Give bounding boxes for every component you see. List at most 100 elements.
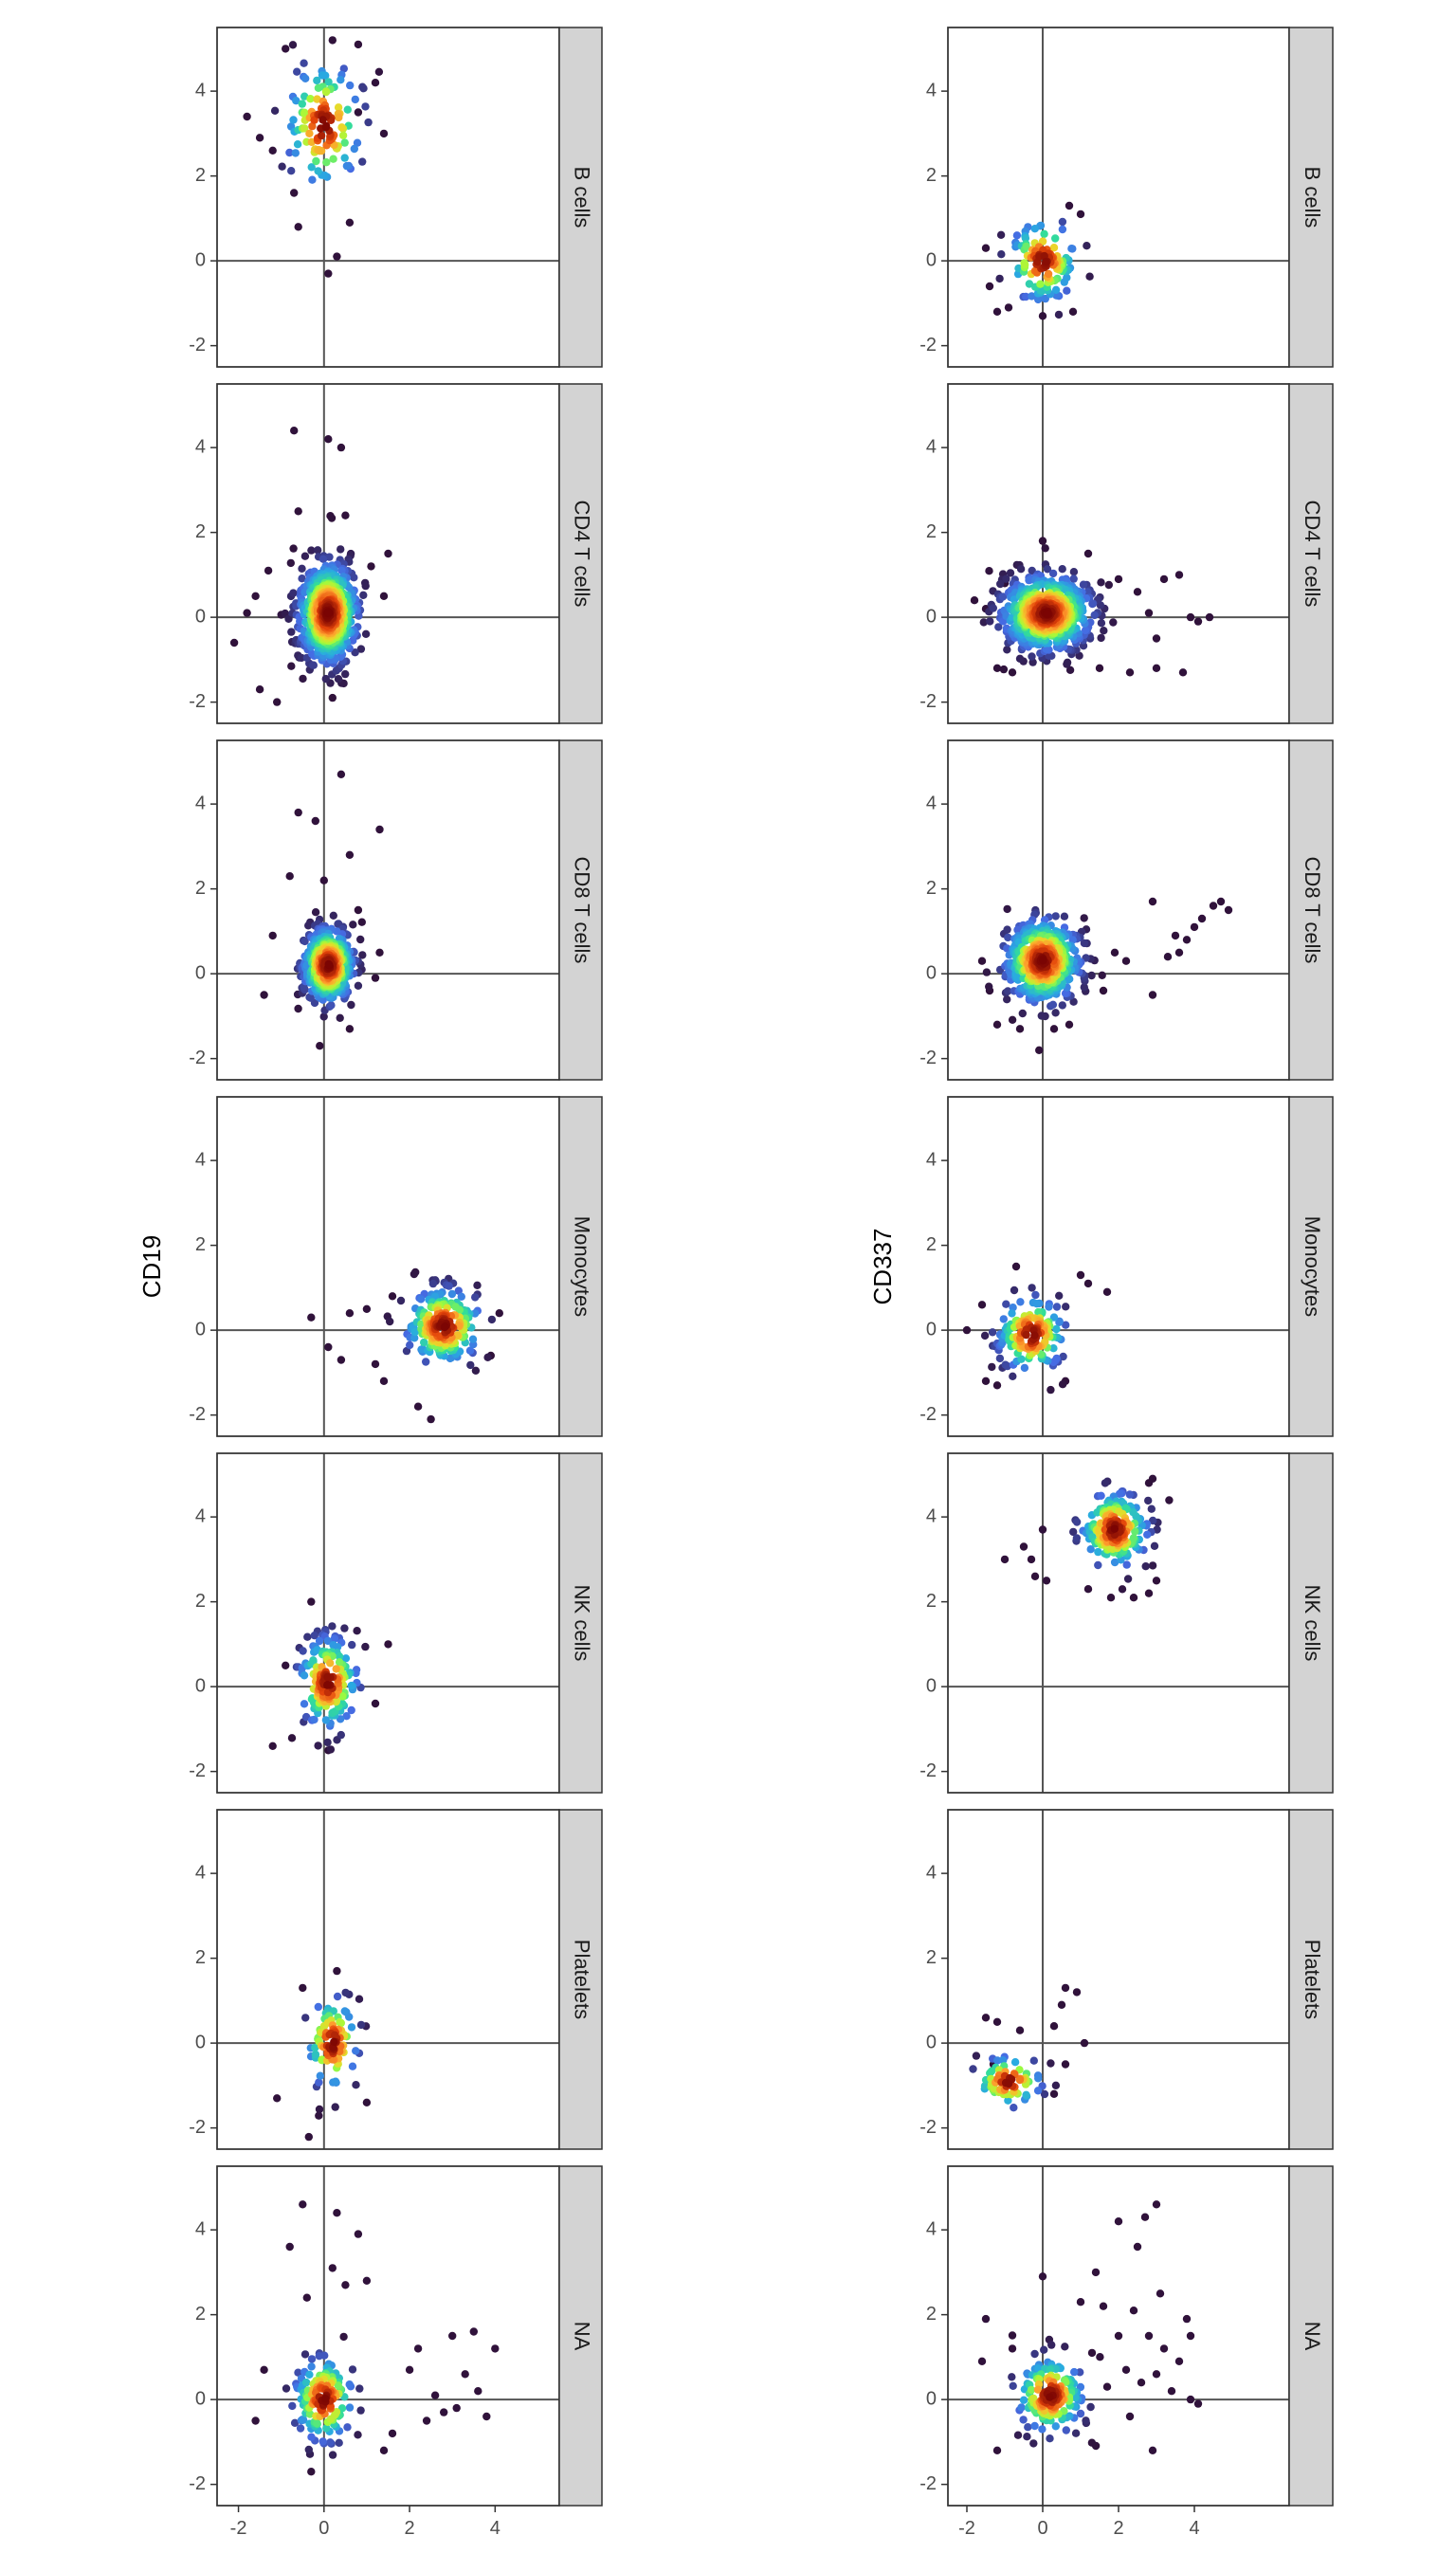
data-point: [1118, 1585, 1127, 1594]
data-point: [284, 614, 293, 623]
data-point: [300, 124, 309, 133]
data-point: [1101, 1479, 1110, 1487]
data-point: [301, 2014, 310, 2022]
y-tick-label: -2: [919, 1404, 937, 1425]
y-tick-label: 0: [195, 2032, 206, 2052]
y-tick-label: 0: [926, 2388, 937, 2409]
data-point: [1019, 2416, 1028, 2424]
data-point: [1080, 2038, 1089, 2048]
points-group: [307, 1267, 503, 1424]
data-point: [1004, 933, 1012, 942]
data-point: [345, 1309, 355, 1318]
data-point: [1025, 280, 1034, 288]
data-point: [313, 95, 321, 103]
data-point: [298, 100, 306, 108]
y-tick-label: -2: [189, 2473, 206, 2494]
data-point: [1114, 2331, 1123, 2341]
data-point: [1148, 2446, 1157, 2454]
data-point: [1031, 1290, 1040, 1300]
data-point: [306, 994, 315, 1002]
points-group: [251, 2200, 500, 2476]
data-point: [305, 2370, 314, 2379]
data-point: [1016, 1298, 1025, 1306]
data-point: [304, 2445, 313, 2454]
y-tick-label: 0: [926, 1319, 937, 1340]
data-point: [1062, 2426, 1071, 2434]
data-point: [1080, 983, 1089, 992]
data-point: [416, 1295, 426, 1304]
data-point: [1009, 1372, 1017, 1381]
data-point: [319, 1012, 328, 1021]
data-point: [1051, 234, 1060, 243]
data-point: [326, 1659, 335, 1668]
data-point: [340, 1624, 349, 1632]
data-point: [345, 218, 355, 227]
data-point: [1058, 1380, 1067, 1389]
data-point: [348, 2062, 357, 2070]
points-group: [970, 537, 1214, 677]
data-point: [322, 158, 331, 167]
data-point: [300, 92, 309, 100]
data-point: [307, 2433, 316, 2441]
y-tick-label: 4: [195, 2218, 206, 2239]
facet-strip: [558, 383, 603, 724]
y-tick-label: 4: [195, 436, 206, 457]
data-point: [1143, 1530, 1152, 1540]
data-point: [1045, 1303, 1053, 1311]
data-point: [332, 1665, 340, 1673]
data-point: [285, 2242, 294, 2252]
data-point: [422, 2416, 431, 2425]
data-point: [1129, 1594, 1138, 1602]
data-point: [1081, 626, 1090, 634]
data-point: [339, 64, 348, 73]
data-point: [329, 1641, 337, 1650]
data-point: [988, 1328, 997, 1337]
data-point: [396, 1296, 406, 1305]
data-point: [384, 1640, 392, 1649]
data-point: [995, 1354, 1005, 1363]
facet-strip-label: NK cells: [571, 1585, 594, 1662]
data-point: [337, 2404, 347, 2413]
data-point: [301, 74, 310, 83]
data-point: [1144, 1589, 1154, 1597]
data-point: [308, 122, 317, 131]
data-point: [329, 155, 337, 163]
facet-strip-label: CD8 T cells: [1301, 857, 1324, 964]
data-point: [345, 1025, 355, 1033]
data-point: [1144, 1496, 1153, 1505]
data-point: [1083, 242, 1091, 250]
data-point: [332, 2408, 341, 2416]
data-point: [324, 78, 333, 86]
data-point: [379, 2446, 389, 2454]
y-tick-label: 0: [195, 1675, 206, 1696]
data-point: [323, 1738, 332, 1747]
data-point: [1193, 617, 1203, 626]
data-point: [321, 121, 331, 131]
data-point: [337, 76, 345, 84]
data-point: [1070, 2367, 1079, 2377]
data-point: [375, 948, 384, 957]
data-point: [1049, 244, 1059, 252]
data-point: [992, 1020, 1002, 1030]
data-point: [299, 2416, 308, 2424]
data-point: [1072, 1518, 1082, 1526]
data-point: [306, 95, 315, 103]
data-point: [305, 2410, 315, 2418]
data-point: [317, 146, 326, 155]
y-tick-label: 2: [926, 1234, 937, 1255]
data-point: [972, 2052, 981, 2060]
y-tick-label: 2: [195, 165, 206, 186]
data-point: [1038, 537, 1047, 545]
data-point: [461, 2370, 469, 2379]
data-point: [354, 108, 363, 117]
data-point: [1030, 2421, 1039, 2431]
data-point: [1054, 310, 1064, 319]
data-point: [356, 645, 366, 653]
data-point: [1063, 273, 1071, 283]
data-point: [352, 2047, 360, 2055]
data-point: [328, 1622, 337, 1631]
data-point: [1067, 245, 1076, 253]
data-point: [312, 156, 320, 166]
data-point: [471, 1293, 480, 1302]
